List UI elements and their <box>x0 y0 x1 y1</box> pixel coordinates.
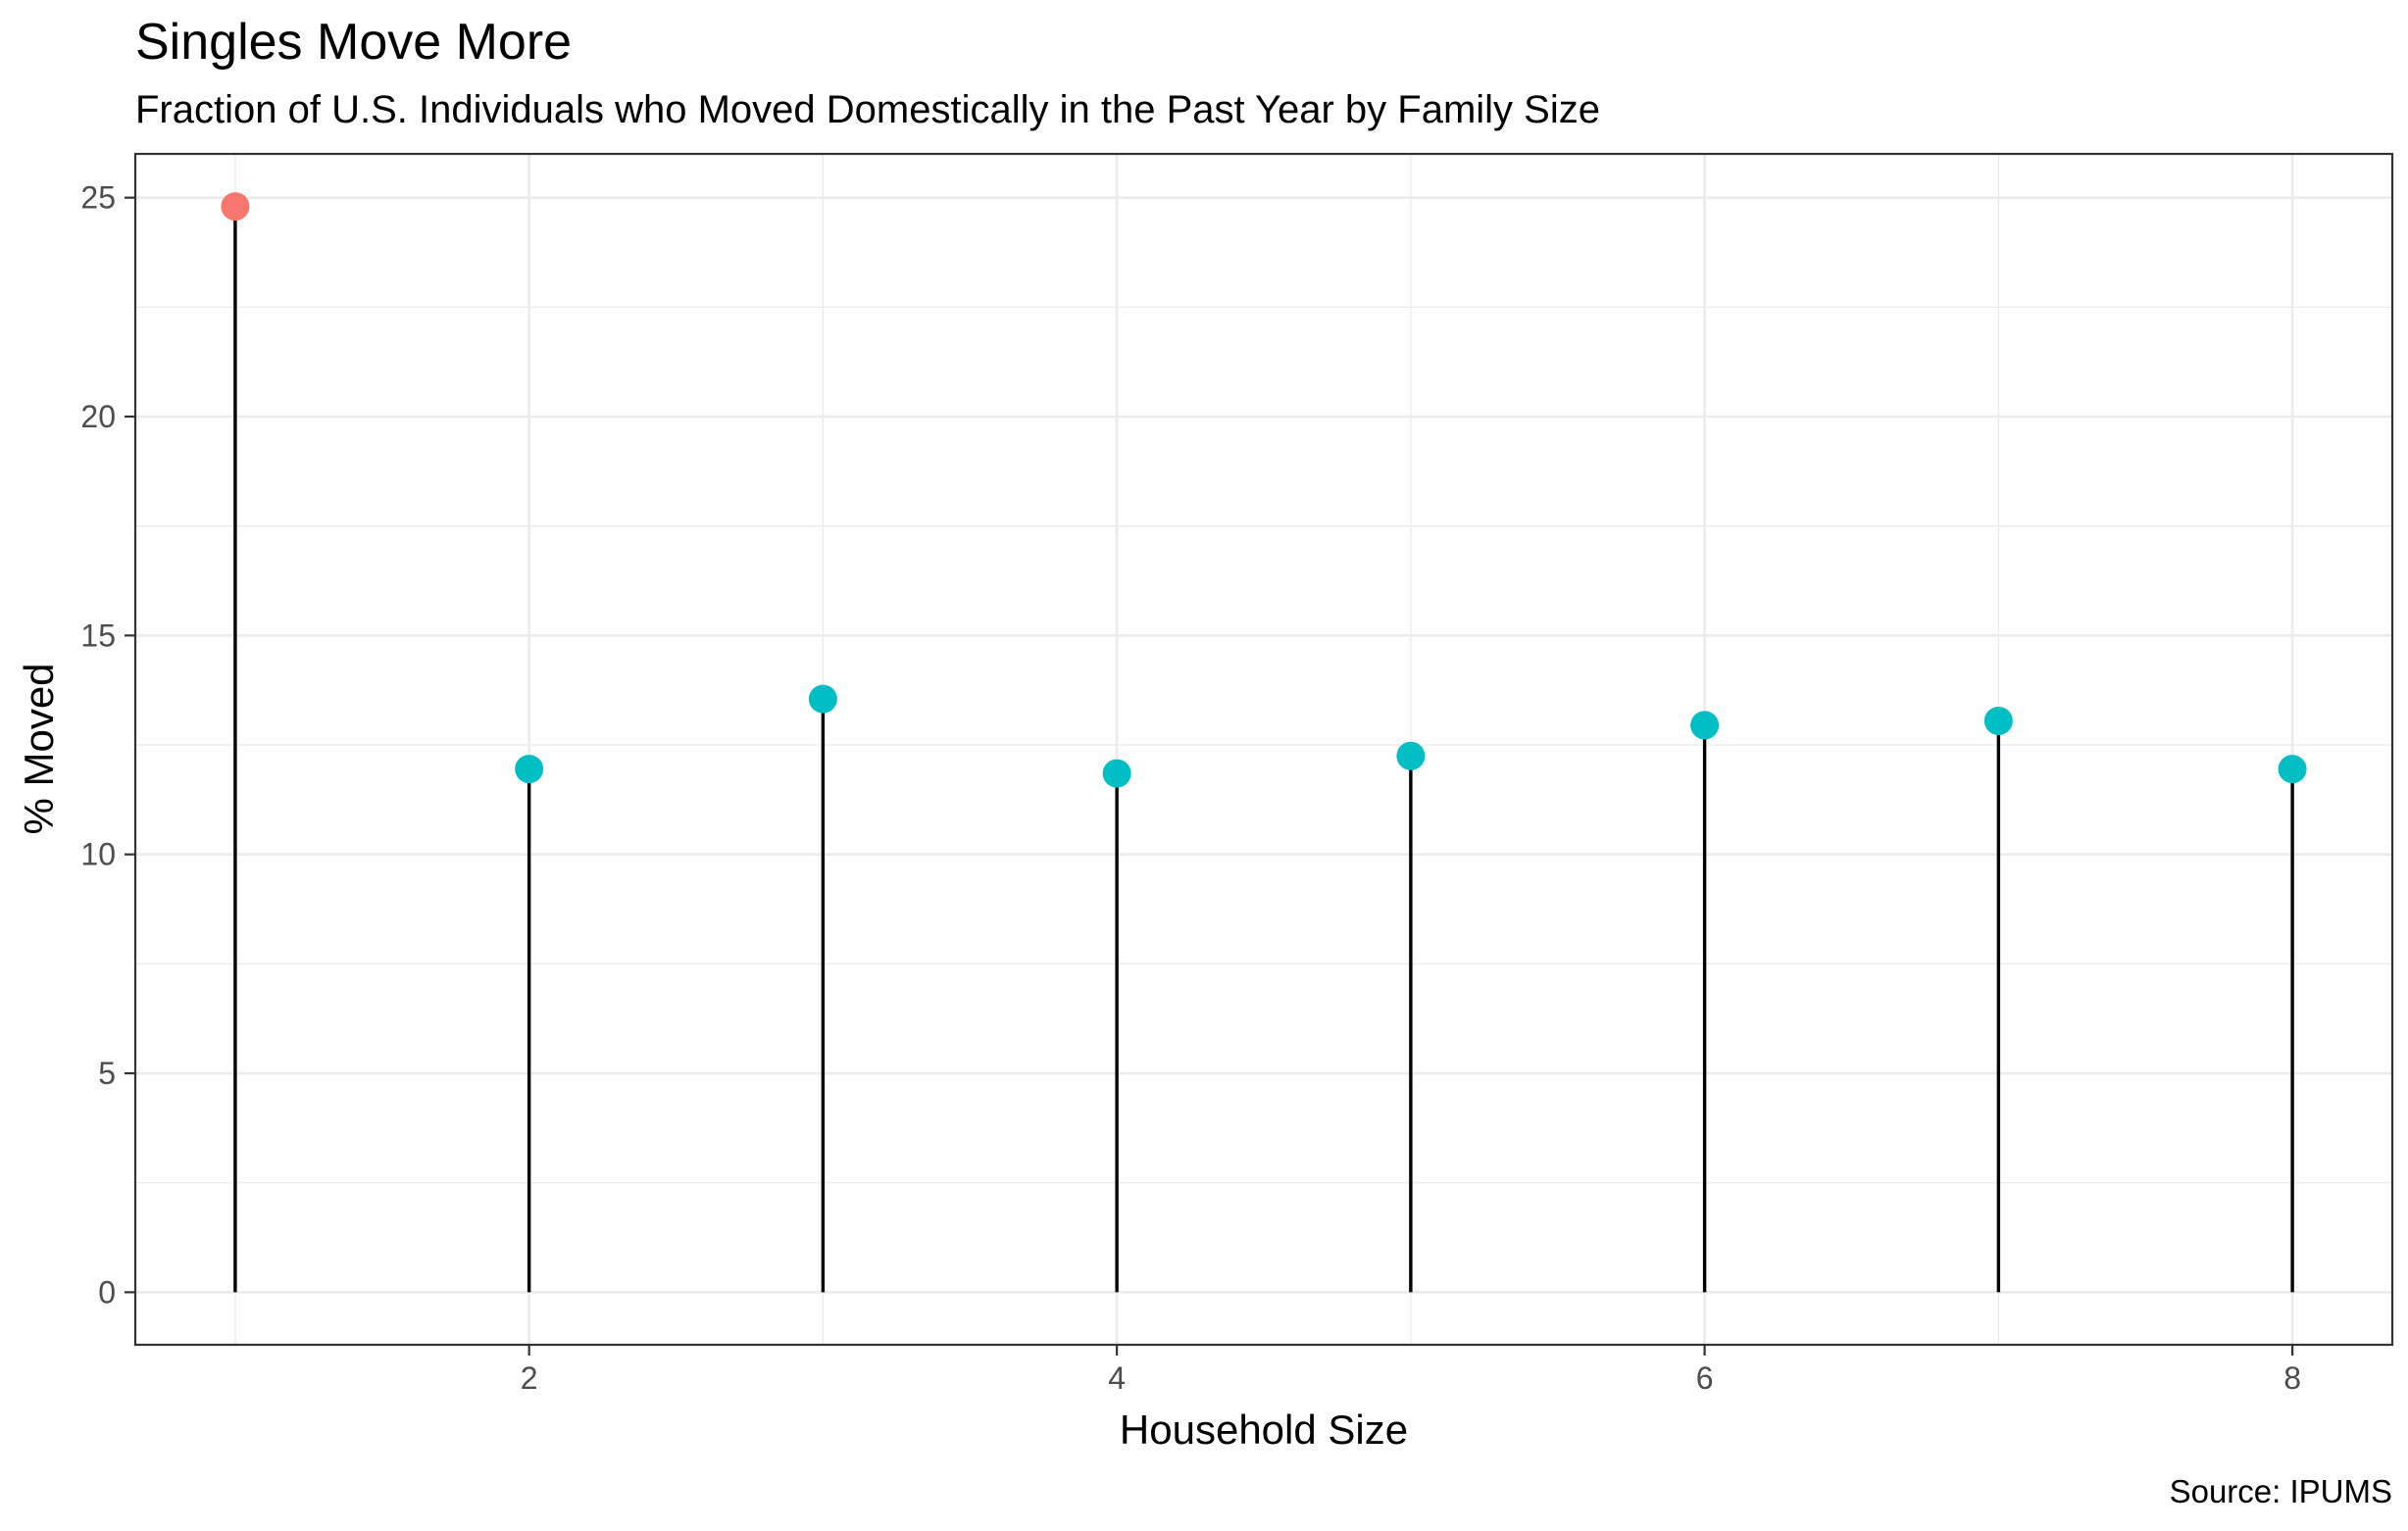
x-tick-label: 8 <box>2283 1360 2301 1396</box>
data-point <box>1690 711 1720 740</box>
chart-title: Singles Move More <box>135 14 572 71</box>
y-axis: 0 5 10 15 20 25 <box>80 180 135 1309</box>
stem-layer <box>233 206 2294 1293</box>
plot-panel <box>135 154 2392 1345</box>
x-tick-label: 4 <box>1108 1360 1126 1396</box>
y-tick-label: 15 <box>80 617 116 653</box>
data-point <box>1396 741 1426 770</box>
source-caption: Source: IPUMS <box>2170 1473 2392 1509</box>
y-tick-label: 25 <box>80 180 116 216</box>
x-axis: 2 4 6 8 <box>521 1345 2301 1396</box>
y-tick-label: 20 <box>80 399 116 434</box>
x-axis-title: Household Size <box>1120 1407 1408 1453</box>
y-axis-title: % Moved <box>16 663 62 834</box>
data-point <box>2278 755 2307 784</box>
x-tick-label: 6 <box>1696 1360 1714 1396</box>
y-tick-label: 5 <box>98 1056 116 1091</box>
data-point <box>808 684 837 714</box>
grid-layer <box>135 154 2392 1345</box>
data-point <box>1102 759 1131 788</box>
point-layer <box>221 192 2307 788</box>
data-point <box>1983 706 2013 735</box>
y-tick-label: 10 <box>80 837 116 872</box>
x-tick-label: 2 <box>521 1360 538 1396</box>
data-point <box>515 755 544 784</box>
y-tick-label: 0 <box>98 1274 116 1309</box>
plot-panel-border <box>133 152 2394 1347</box>
data-point <box>221 192 250 222</box>
chart-subtitle: Fraction of U.S. Individuals who Moved D… <box>135 88 1600 131</box>
